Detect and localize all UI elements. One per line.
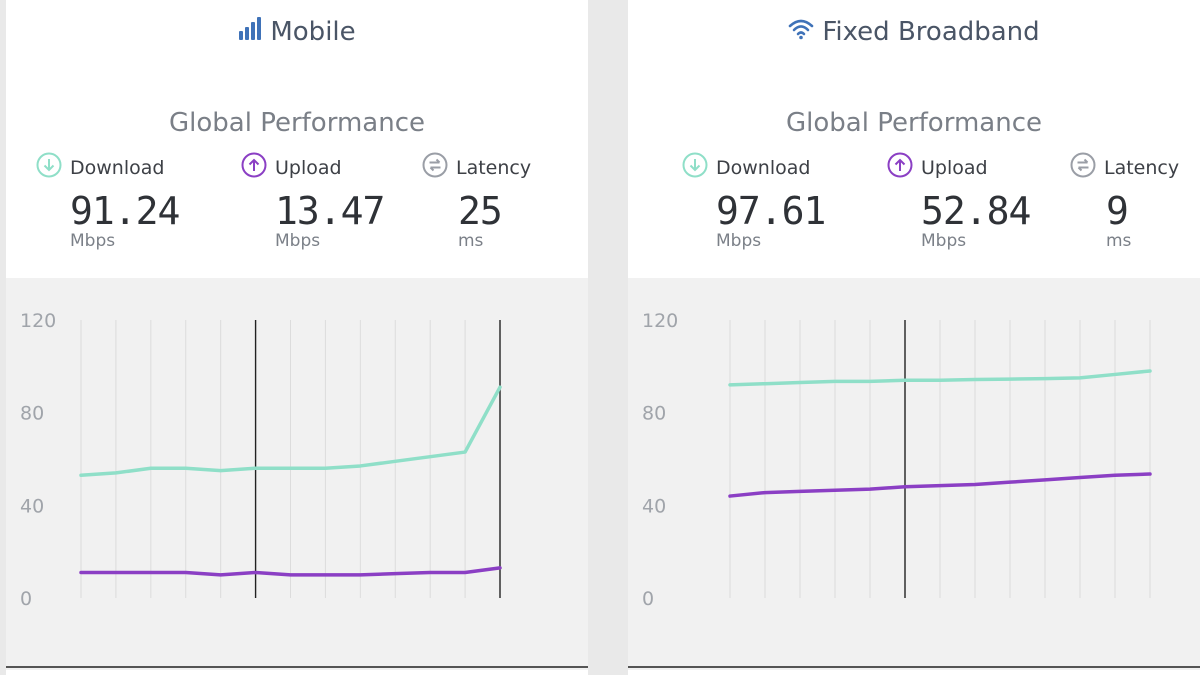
fixed-broadband-chart: 0 40 80 120 [628,278,1200,670]
panel-header: Mobile [6,12,588,52]
download-label: Download [716,156,811,179]
series-line-download [728,369,1152,387]
download-metric: Download 91.24 Mbps [36,152,180,251]
y-tick-label: 0 [20,588,32,610]
mobile-chart: 0 40 80 120 [6,278,588,670]
panel-title: Mobile [270,17,356,47]
upload-label: Upload [921,156,988,179]
latency-metric: Latency 9 ms [1070,152,1179,251]
mobile-line-chart: 0 40 80 120 [20,310,502,610]
panel-subtitle: Global Performance [786,108,1042,138]
panel-subtitle: Global Performance [169,108,425,138]
latency-icon [422,152,456,183]
latency-value: 25 [458,189,503,233]
panel-header: Fixed Broadband [628,12,1200,52]
wifi-icon [788,17,822,47]
download-arrow-icon [36,152,70,183]
download-arrow-icon [682,152,716,183]
y-tick-label: 40 [642,495,666,517]
download-label: Download [70,156,165,179]
latency-value: 9 [1106,189,1129,233]
download-value: 97.61 [716,189,826,233]
fixed-broadband-line-chart: 0 40 80 120 [642,310,1152,610]
download-value: 91.24 [70,189,180,233]
y-tick-label: 0 [642,588,654,610]
latency-label: Latency [1104,156,1180,179]
upload-unit: Mbps [275,231,321,251]
download-metric: Download 97.61 Mbps [682,152,826,251]
upload-arrow-icon [241,152,275,183]
panel-title: Fixed Broadband [822,17,1040,47]
divider [6,666,588,668]
series-line-upload [79,566,502,577]
upload-unit: Mbps [921,231,967,251]
latency-label: Latency [456,156,532,179]
upload-value: 52.84 [921,189,1031,233]
y-tick-label: 80 [642,403,666,425]
y-tick-label: 120 [642,310,678,332]
signal-bars-icon [238,16,270,48]
upload-label: Upload [275,156,342,179]
y-tick-label: 120 [20,310,56,332]
latency-icon [1070,152,1104,183]
y-tick-label: 40 [20,495,44,517]
download-unit: Mbps [70,231,116,251]
upload-value: 13.47 [275,189,385,233]
mobile-panel: Mobile Global Performance Download 91.24… [6,0,588,675]
upload-metric: Upload 52.84 Mbps [887,152,1031,251]
series-line-upload [728,472,1152,498]
latency-metric: Latency 25 ms [422,152,531,251]
latency-unit: ms [1106,231,1132,251]
y-tick-label: 80 [20,403,44,425]
series-line-download [79,385,502,477]
download-unit: Mbps [716,231,762,251]
latency-unit: ms [458,231,484,251]
divider [628,666,1200,668]
fixed-broadband-panel: Fixed Broadband Global Performance Downl… [628,0,1200,675]
upload-arrow-icon [887,152,921,183]
upload-metric: Upload 13.47 Mbps [241,152,385,251]
